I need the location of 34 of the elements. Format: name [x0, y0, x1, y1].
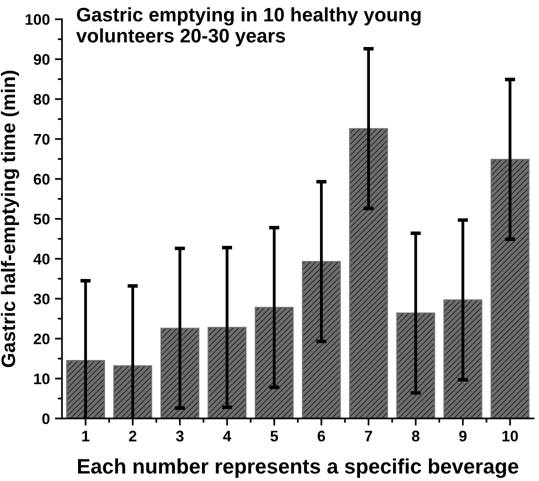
bar: [160, 328, 200, 418]
x-axis-title: Each number represents a specific beverage: [78, 458, 518, 478]
x-tick-label: 9: [459, 430, 467, 442]
y-tick-label: 10: [34, 373, 50, 384]
bar: [443, 299, 482, 418]
y-tick-label: 90: [34, 54, 50, 65]
x-tick-label: 10: [502, 430, 518, 442]
x-tick-label: 5: [270, 430, 278, 442]
x-tick-label: 7: [364, 430, 372, 442]
y-tick-label: 50: [34, 214, 50, 225]
bar: [490, 158, 530, 418]
bar: [396, 312, 436, 418]
bar: [113, 365, 152, 418]
y-tick-label: 30: [34, 294, 50, 304]
y-tick-label: 40: [33, 254, 50, 264]
y-tick-label: 80: [34, 94, 50, 105]
y-tick-label: 100: [26, 14, 50, 25]
x-tick-label: 3: [176, 430, 184, 442]
chart-title: Gastric emptying in 10 healthy young volunteers 20-30 years: [76, 7, 421, 46]
x-tick-label: 2: [129, 430, 136, 442]
y-tick-label: 60: [34, 174, 50, 185]
x-tick-label: 8: [412, 430, 420, 442]
bar: [208, 326, 246, 418]
y-tick-label: 70: [34, 134, 50, 145]
bar: [254, 306, 294, 418]
x-tick-label: 1: [82, 430, 90, 442]
bar: [302, 261, 341, 418]
bar: [66, 360, 105, 418]
x-tick-label: 4: [223, 430, 232, 442]
y-tick-label: 0: [42, 413, 50, 424]
x-tick-label: 6: [318, 430, 326, 442]
y-tick-label: 20: [34, 333, 50, 344]
bar: [349, 128, 388, 418]
y-axis-title: Gastric half-emptying time (min): [0, 70, 20, 368]
